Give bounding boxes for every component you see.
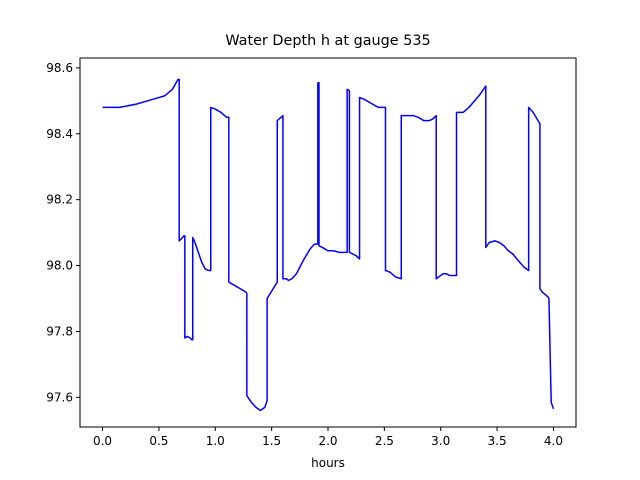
x-tick-label: 2.5 <box>375 434 394 448</box>
y-axis: 97.6 97.8 98.0 98.2 98.4 98.6 <box>46 61 80 404</box>
x-tick-label: 1.0 <box>206 434 225 448</box>
y-tick-label: 97.6 <box>46 390 73 404</box>
x-tick-label: 1.5 <box>262 434 281 448</box>
x-tick-label: 3.5 <box>488 434 507 448</box>
x-tick-label: 2.0 <box>318 434 337 448</box>
series-line <box>102 78 555 412</box>
x-tick-label: 3.0 <box>431 434 450 448</box>
y-tick-label: 98.0 <box>46 259 73 273</box>
y-tick-label: 98.4 <box>46 127 73 141</box>
y-tick-label: 98.6 <box>46 61 73 75</box>
chart-title: Water Depth h at gauge 535 <box>225 33 430 49</box>
plot-layer <box>102 78 555 412</box>
x-tick-label: 4.0 <box>544 434 563 448</box>
x-tick-label: 0.5 <box>149 434 168 448</box>
x-axis: 0.0 0.5 1.0 1.5 2.0 2.5 3.0 3.5 4.0 <box>93 427 563 448</box>
y-tick-label: 98.2 <box>46 193 73 207</box>
y-tick-label: 97.8 <box>46 324 73 338</box>
x-axis-label: hours <box>311 456 345 470</box>
x-tick-label: 0.0 <box>93 434 112 448</box>
